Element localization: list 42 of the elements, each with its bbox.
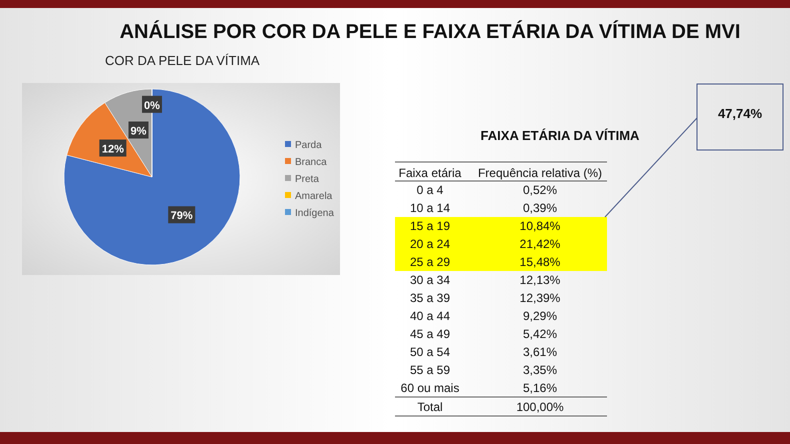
- category-label: 15 a 19: [410, 219, 450, 233]
- text: 0%: [144, 100, 160, 112]
- category-label: 10 a 14: [410, 201, 450, 215]
- pie-slice: [64, 88, 240, 266]
- slice-label: Parda: [295, 140, 322, 151]
- text: 100,00%: [516, 400, 564, 414]
- text: 5,42%: [522, 327, 558, 341]
- text: ANÁLISE POR COR DA PELE E FAIXA ETÁRIA DA VÍTIMA DE MVI: [120, 20, 740, 43]
- text: Total: [417, 400, 443, 414]
- text: 12,13%: [520, 273, 560, 287]
- text: 3,61%: [522, 345, 558, 359]
- text: 0,39%: [522, 201, 558, 215]
- text: 10,84%: [520, 219, 560, 233]
- text: 3,35%: [522, 363, 558, 377]
- category-label: 0 a 4: [416, 183, 444, 197]
- legend-label: Preta: [295, 174, 320, 185]
- category-label: 25 a 29: [410, 255, 450, 269]
- chart-subtitle: COR DA PELE DA VÍTIMA: [105, 53, 260, 68]
- text: 9,29%: [522, 309, 558, 323]
- legend-label: Indígena: [295, 208, 334, 219]
- category-label: 45 a 49: [410, 327, 450, 341]
- data-label: 9%: [130, 126, 147, 138]
- text: 15,48%: [520, 255, 560, 269]
- legend-label: Branca: [295, 157, 328, 168]
- data-label: 79%: [170, 210, 193, 222]
- category-label: 50 a 54: [410, 345, 450, 359]
- text: FAIXA ETÁRIA DA VÍTIMA: [480, 128, 640, 143]
- text: 47,74%: [718, 106, 762, 121]
- category-label: 40 a 44: [410, 309, 450, 323]
- text: Faixa etária: [398, 166, 462, 180]
- text: 0,52%: [522, 183, 558, 197]
- category-label: 55 a 59: [410, 363, 450, 377]
- text: Frequência relativa (%): [478, 166, 602, 180]
- text: 12,39%: [520, 291, 560, 305]
- data-label: 12%: [102, 144, 124, 156]
- category-label: 20 a 24: [410, 237, 450, 251]
- text: 21,42%: [520, 237, 560, 251]
- category-label: 60 ou mais: [400, 381, 460, 395]
- category-label: 35 a 39: [410, 291, 450, 305]
- text: 5,16%: [522, 381, 558, 395]
- legend-label: Amarela: [295, 191, 333, 202]
- category-label: 30 a 34: [410, 273, 450, 287]
